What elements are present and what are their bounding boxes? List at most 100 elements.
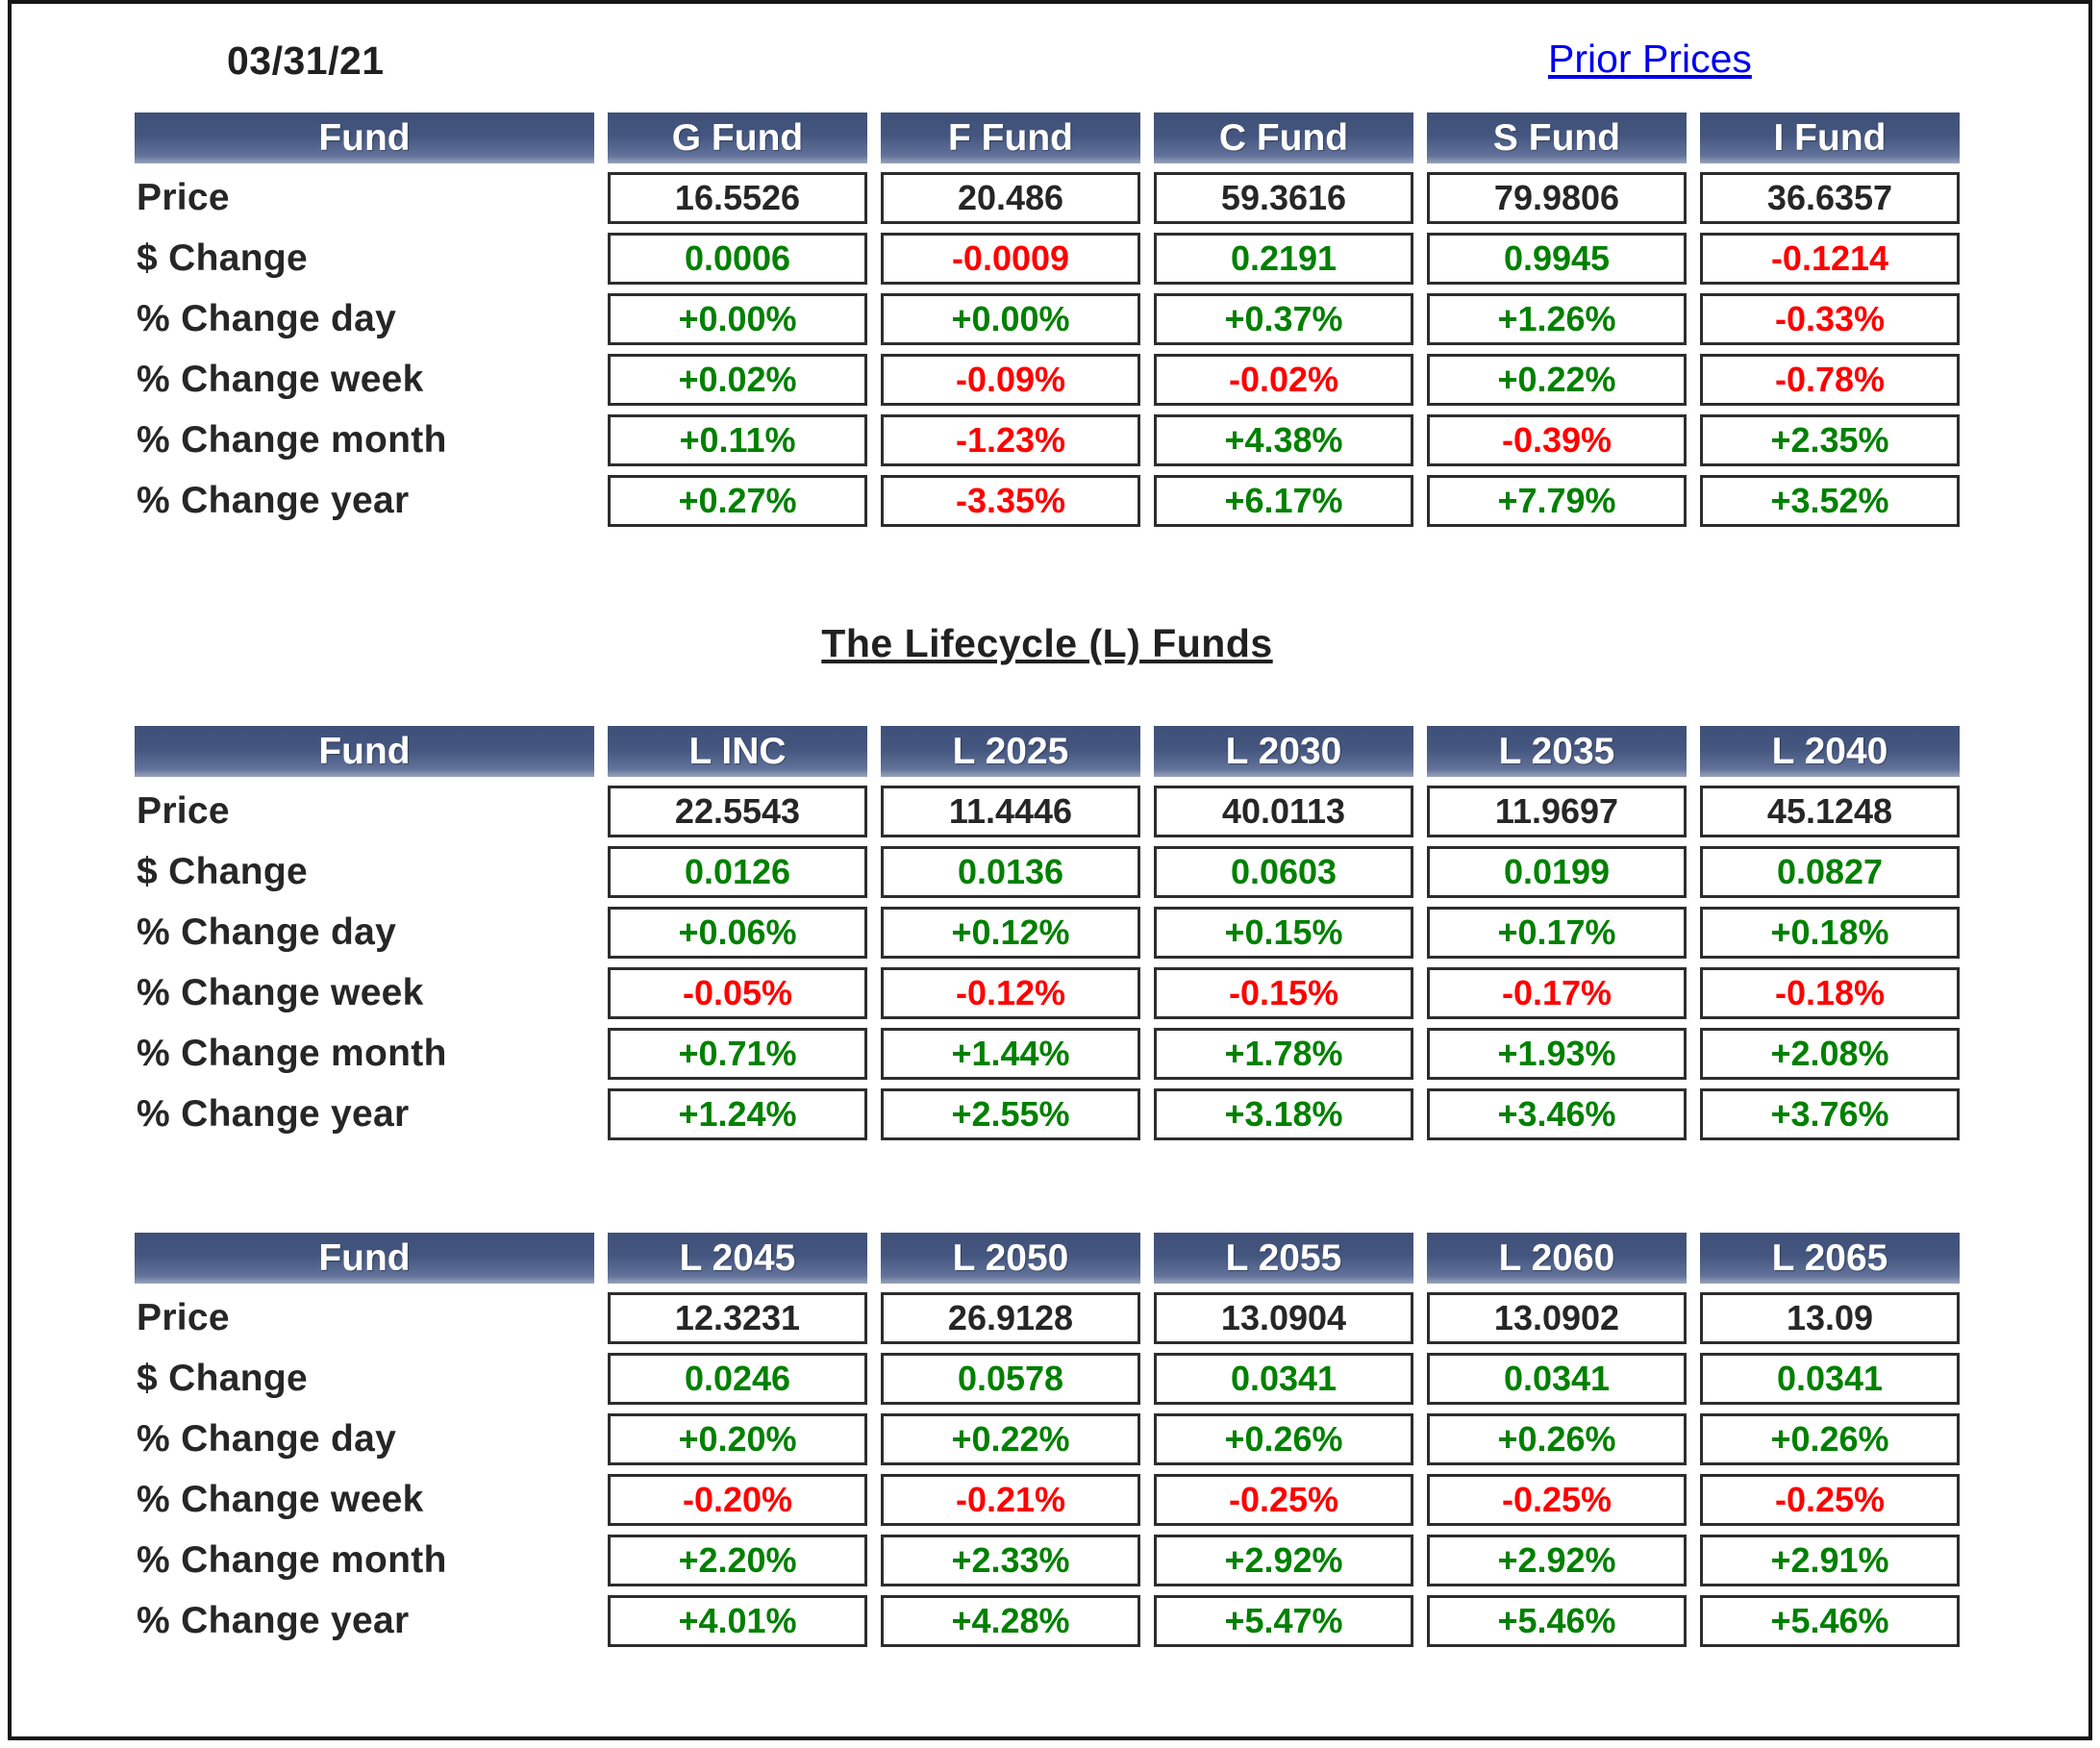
tables-area: Fund G Fund F Fund C Fund S Fund I Fund Price 1… — [135, 4, 1973, 1647]
fund-table-lifecycle-2: Fund L 2045 L 2050 L 2055 L 2060 L 2065 Price 1… — [135, 1233, 1960, 1647]
change-value-cell: -0.25% — [1700, 1474, 1960, 1526]
row-label: % Change day — [137, 1418, 397, 1460]
change-value-cell: -0.78% — [1700, 354, 1960, 406]
change-value-cell: +0.00% — [881, 293, 1140, 345]
change-value-cell: +0.26% — [1427, 1413, 1687, 1465]
row-label: % Change month — [137, 1539, 447, 1581]
price-value-cell: 22.5543 — [608, 786, 867, 837]
row-label: % Change month — [137, 1033, 447, 1074]
change-value-cell: +0.15% — [1154, 907, 1413, 959]
price-date: 03/31/21 — [227, 38, 385, 83]
row-label: Price — [137, 790, 230, 832]
change-value-cell: +0.27% — [608, 475, 867, 527]
change-value-cell: 0.0341 — [1154, 1353, 1413, 1405]
change-value-cell: +1.24% — [608, 1088, 867, 1140]
change-value-cell: +2.08% — [1700, 1028, 1960, 1080]
change-value-cell: +0.71% — [608, 1028, 867, 1080]
fund-corner-header: Fund — [135, 726, 594, 777]
fund-column-header: L 2065 — [1700, 1233, 1960, 1284]
change-value-cell: -1.23% — [881, 414, 1140, 466]
fund-column-header: L 2030 — [1154, 726, 1413, 777]
change-value-cell: +5.47% — [1154, 1595, 1413, 1647]
change-value-cell: 0.0136 — [881, 846, 1140, 898]
change-value-cell: -0.12% — [881, 967, 1140, 1019]
row-label: Price — [137, 177, 230, 218]
price-value-cell: 79.9806 — [1427, 172, 1687, 224]
change-value-cell: +5.46% — [1700, 1595, 1960, 1647]
row-label: $ Change — [137, 851, 308, 892]
fund-column-header: S Fund — [1427, 112, 1687, 163]
change-value-cell: +4.38% — [1154, 414, 1413, 466]
change-value-cell: 0.9945 — [1427, 233, 1687, 285]
fund-column-header: L 2060 — [1427, 1233, 1687, 1284]
fund-column-header: L 2050 — [881, 1233, 1140, 1284]
fund-column-header: L 2025 — [881, 726, 1140, 777]
lifecycle-section-title: The Lifecycle (L) Funds — [821, 621, 1273, 665]
change-value-cell: +2.91% — [1700, 1535, 1960, 1586]
change-value-cell: -3.35% — [881, 475, 1140, 527]
row-label: $ Change — [137, 1358, 308, 1399]
fund-corner-header: Fund — [135, 112, 594, 163]
change-value-cell: -0.1214 — [1700, 233, 1960, 285]
change-value-cell: 0.0199 — [1427, 846, 1687, 898]
change-value-cell: +1.93% — [1427, 1028, 1687, 1080]
change-value-cell: +0.12% — [881, 907, 1140, 959]
change-value-cell: +1.78% — [1154, 1028, 1413, 1080]
row-label: % Change year — [137, 1093, 410, 1135]
change-value-cell: +0.22% — [1427, 354, 1687, 406]
change-value-cell: +0.17% — [1427, 907, 1687, 959]
change-value-cell: 0.0827 — [1700, 846, 1960, 898]
row-label: % Change week — [137, 1479, 424, 1520]
change-value-cell: +1.26% — [1427, 293, 1687, 345]
fund-table-lifecycle-1: Fund L INC L 2025 L 2030 L 2035 L 2040 Price 22… — [135, 726, 1960, 1140]
change-value-cell: 0.0603 — [1154, 846, 1413, 898]
change-value-cell: +3.18% — [1154, 1088, 1413, 1140]
fund-column-header: L 2040 — [1700, 726, 1960, 777]
page-frame: 03/31/21 Prior Prices Fund G Fund F Fund C … — [8, 0, 2092, 1740]
change-value-cell: +2.55% — [881, 1088, 1140, 1140]
change-value-cell: -0.18% — [1700, 967, 1960, 1019]
change-value-cell: +0.22% — [881, 1413, 1140, 1465]
change-value-cell: +2.35% — [1700, 414, 1960, 466]
row-label: % Change week — [137, 972, 424, 1013]
price-value-cell: 36.6357 — [1700, 172, 1960, 224]
change-value-cell: +0.26% — [1700, 1413, 1960, 1465]
change-value-cell: -0.02% — [1154, 354, 1413, 406]
change-value-cell: +0.18% — [1700, 907, 1960, 959]
change-value-cell: +7.79% — [1427, 475, 1687, 527]
change-value-cell: +0.02% — [608, 354, 867, 406]
change-value-cell: -0.15% — [1154, 967, 1413, 1019]
change-value-cell: +2.20% — [608, 1535, 867, 1586]
change-value-cell: -0.0009 — [881, 233, 1140, 285]
price-value-cell: 13.09 — [1700, 1292, 1960, 1344]
change-value-cell: +2.92% — [1154, 1535, 1413, 1586]
price-value-cell: 13.0904 — [1154, 1292, 1413, 1344]
change-value-cell: 0.0126 — [608, 846, 867, 898]
change-value-cell: +0.11% — [608, 414, 867, 466]
change-value-cell: +4.01% — [608, 1595, 867, 1647]
change-value-cell: 0.0578 — [881, 1353, 1140, 1405]
change-value-cell: 0.0246 — [608, 1353, 867, 1405]
price-value-cell: 11.9697 — [1427, 786, 1687, 837]
change-value-cell: +0.06% — [608, 907, 867, 959]
change-value-cell: -0.17% — [1427, 967, 1687, 1019]
fund-column-header: F Fund — [881, 112, 1140, 163]
row-label: $ Change — [137, 237, 308, 279]
change-value-cell: +0.37% — [1154, 293, 1413, 345]
fund-corner-header: Fund — [135, 1233, 594, 1284]
price-value-cell: 11.4446 — [881, 786, 1140, 837]
change-value-cell: -0.09% — [881, 354, 1140, 406]
change-value-cell: +5.46% — [1427, 1595, 1687, 1647]
change-value-cell: +2.33% — [881, 1535, 1140, 1586]
row-label: % Change week — [137, 359, 424, 400]
change-value-cell: 0.2191 — [1154, 233, 1413, 285]
prior-prices-link[interactable]: Prior Prices — [1548, 37, 1752, 81]
price-value-cell: 12.3231 — [608, 1292, 867, 1344]
change-value-cell: +0.20% — [608, 1413, 867, 1465]
change-value-cell: -0.25% — [1154, 1474, 1413, 1526]
change-value-cell: +1.44% — [881, 1028, 1140, 1080]
fund-column-header: I Fund — [1700, 112, 1960, 163]
change-value-cell: +0.00% — [608, 293, 867, 345]
fund-column-header: L INC — [608, 726, 867, 777]
row-label: % Change month — [137, 419, 447, 461]
